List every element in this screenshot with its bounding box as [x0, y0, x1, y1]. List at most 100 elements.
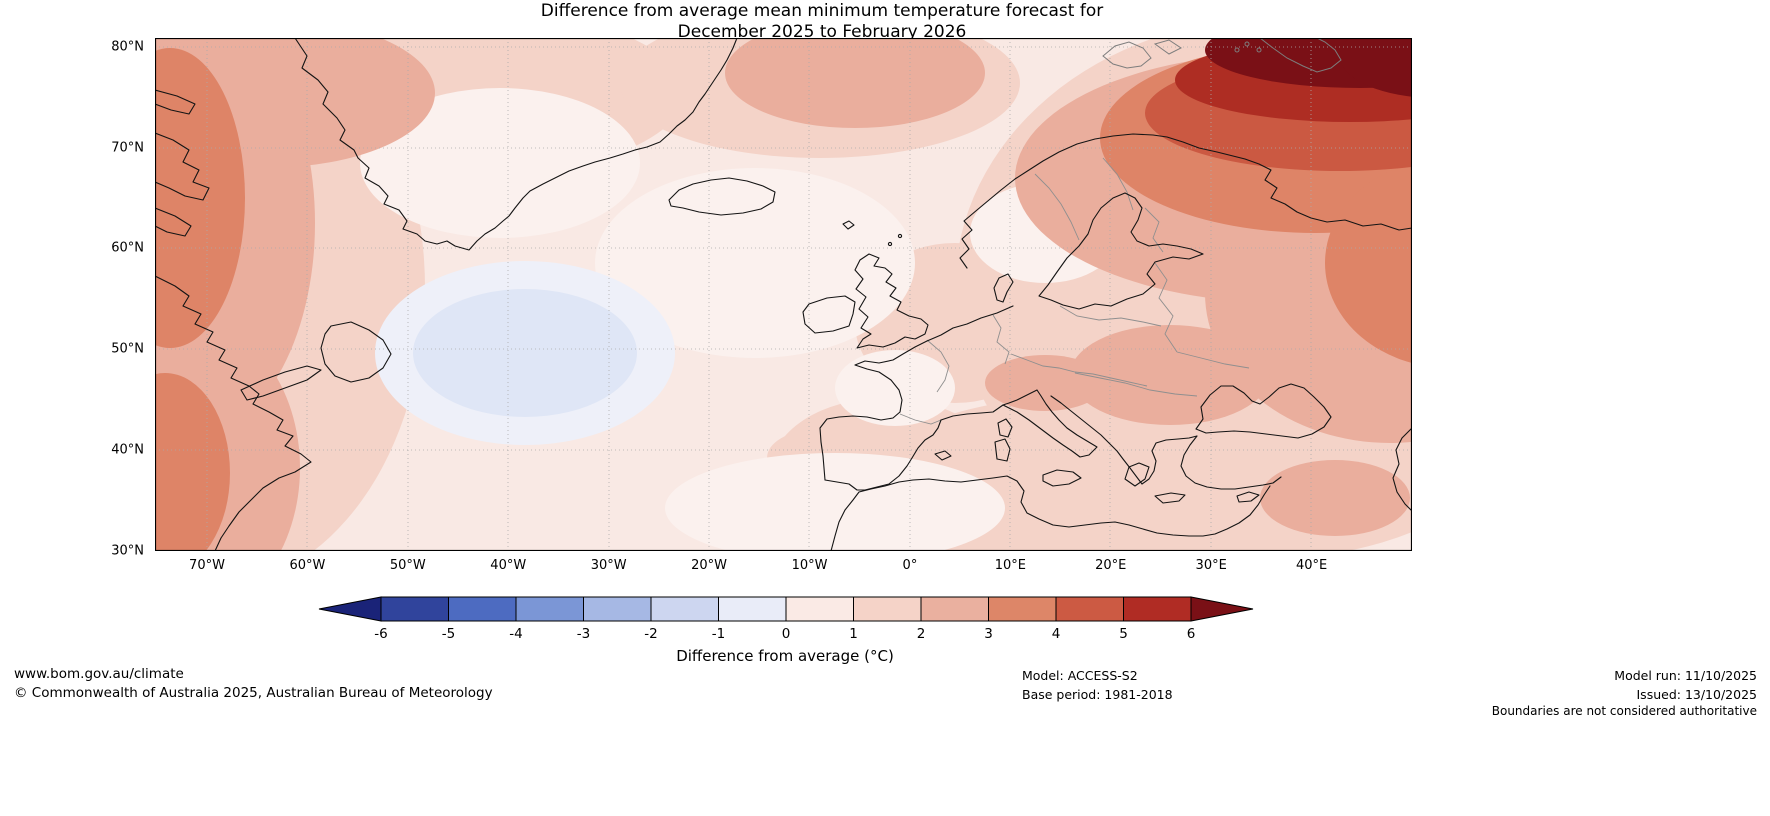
- border-line: [992, 314, 1010, 365]
- lon-tick-label: 20°W: [691, 558, 728, 573]
- colorbar-svg: [318, 596, 1254, 622]
- colorbar-tick-label: 1: [849, 626, 858, 642]
- lat-tick-label: 60°N: [111, 240, 144, 256]
- forecast-map: [155, 38, 1412, 551]
- coastline-svalbard-east: [1153, 39, 1182, 55]
- lon-tick-label: 60°W: [289, 558, 326, 573]
- colorbar-segment: [853, 596, 922, 622]
- anomaly-blob: [360, 88, 640, 238]
- footer-copyright: © Commonwealth of Australia 2025, Austra…: [14, 685, 493, 701]
- coastline-black-sea: [1195, 383, 1332, 439]
- border-line: [1034, 173, 1080, 241]
- coastline-aegean-turkey: [1180, 435, 1282, 490]
- lon-tick-label: 20°E: [1095, 558, 1127, 573]
- coastline-great-britain: [854, 253, 929, 349]
- lon-tick-label: 30°E: [1195, 558, 1227, 573]
- coastline-gulf-of-lion: [940, 404, 1004, 421]
- colorbar-tick-label: -1: [711, 626, 726, 642]
- arctic-island-coasts: [1102, 38, 1342, 73]
- footer-model-run: Model run: 11/10/2025: [1614, 668, 1757, 683]
- coastline-baffin-north: [155, 89, 196, 115]
- colorbar-segment: [650, 596, 719, 622]
- lon-tick-label: 30°W: [590, 558, 627, 573]
- lon-tick-label: 70°W: [189, 558, 225, 573]
- anomaly-blob: [725, 38, 985, 128]
- anomaly-blob: [665, 453, 1005, 551]
- coastline-italy: [1002, 389, 1098, 458]
- colorbar-tick-label: 5: [1119, 626, 1128, 642]
- coastline-shetland: [887, 241, 893, 247]
- coastline-denmark: [993, 273, 1014, 303]
- anomaly-blob: [1260, 460, 1410, 536]
- colorbar-tick-label: -4: [509, 626, 523, 642]
- footer-model: Model: ACCESS-S2: [1022, 668, 1138, 683]
- lat-tick-label: 50°N: [111, 341, 144, 357]
- coastline-atlantic-europe: [819, 305, 1014, 481]
- anomaly-blob: [595, 168, 915, 358]
- anomaly-blob: [985, 355, 1105, 411]
- colorbar-segment: [988, 596, 1057, 622]
- coastline-corsica: [997, 418, 1013, 438]
- lon-tick-label: 50°W: [389, 558, 426, 573]
- colorbar-segment: [1055, 596, 1124, 622]
- colorbar-segment: [583, 596, 652, 622]
- footer-site-url: www.bom.gov.au/climate: [14, 666, 184, 682]
- anomaly-blob: [155, 48, 245, 348]
- coastline-sardinia: [994, 438, 1011, 462]
- colorbar-ticks: -6 -5 -4 -3 -2 -1 0 1 2 3 4 5 6: [374, 626, 1195, 644]
- coastline-baltic: [1038, 192, 1204, 310]
- border-line: [1176, 351, 1250, 369]
- coastline-ireland: [802, 295, 856, 334]
- coastline-crete: [1154, 492, 1186, 504]
- border-line: [1059, 305, 1162, 327]
- anomaly-blob: [835, 350, 955, 426]
- coastline-novaya-zemlya: [1259, 38, 1342, 73]
- country-borders: [899, 157, 1250, 425]
- border-line: [899, 413, 942, 425]
- lat-tick-label: 70°N: [111, 140, 144, 156]
- lon-tick-label: 10°E: [994, 558, 1026, 573]
- coastline-greenland: [294, 38, 738, 251]
- chart-title-line1: Difference from average mean minimum tem…: [540, 1, 1104, 21]
- coastline-nova-scotia: [240, 365, 322, 401]
- colorbar-tick-label: -3: [576, 626, 591, 642]
- border-line: [1074, 372, 1198, 397]
- coastline-peloponnese: [1124, 462, 1150, 487]
- colorbar-segment: [1123, 596, 1192, 622]
- anomaly-negative-patch: [375, 261, 675, 445]
- coastline-iceland: [668, 177, 776, 216]
- map-panel: [155, 38, 1412, 551]
- coastline-franz-josef-islet: [1234, 47, 1240, 53]
- colorbar-tick-label: -5: [441, 626, 456, 642]
- coastline-faroe: [842, 220, 855, 230]
- footer-issued: Issued: 13/10/2025: [1636, 687, 1758, 702]
- colorbar-tick-label: 6: [1186, 626, 1196, 642]
- anomaly-blob: [155, 373, 230, 551]
- chart-title: Difference from average mean minimum tem…: [541, 1, 1104, 43]
- anomaly-blob-cool-inner: [413, 289, 637, 417]
- coastline-newfoundland: [320, 321, 392, 383]
- coastline-franz-josef-islet: [1244, 41, 1250, 47]
- chart-title-line2: December 2025 to February 2026: [677, 22, 967, 42]
- colorbar-segment: [448, 596, 517, 622]
- coastline-cyprus: [1236, 491, 1260, 503]
- colorbar-tick-label: 4: [1051, 626, 1061, 642]
- anomaly-blob: [1070, 325, 1270, 425]
- anomaly-blob: [1340, 38, 1412, 97]
- colorbar-arrow-left: [318, 596, 382, 622]
- lat-tick-label: 80°N: [111, 39, 144, 55]
- coastline-north-africa-levant: [830, 475, 1271, 551]
- colorbar-caption: Difference from average (°C): [676, 647, 894, 665]
- coastline-caspian: [1392, 427, 1412, 512]
- border-line: [1154, 262, 1178, 353]
- lat-tick-label: 30°N: [111, 543, 144, 558]
- lat-axis: 80°N 70°N 60°N 50°N 40°N 30°N: [0, 38, 150, 559]
- coastline-labrador: [155, 275, 312, 551]
- coastline-balearics: [934, 450, 952, 461]
- border-line: [1010, 353, 1148, 387]
- coastline-adriatic-greece: [1050, 395, 1198, 485]
- colorbar-tick-label: -6: [374, 626, 388, 642]
- colorbar-tick-label: -2: [644, 626, 658, 642]
- coastline-baffin-mid: [155, 132, 210, 201]
